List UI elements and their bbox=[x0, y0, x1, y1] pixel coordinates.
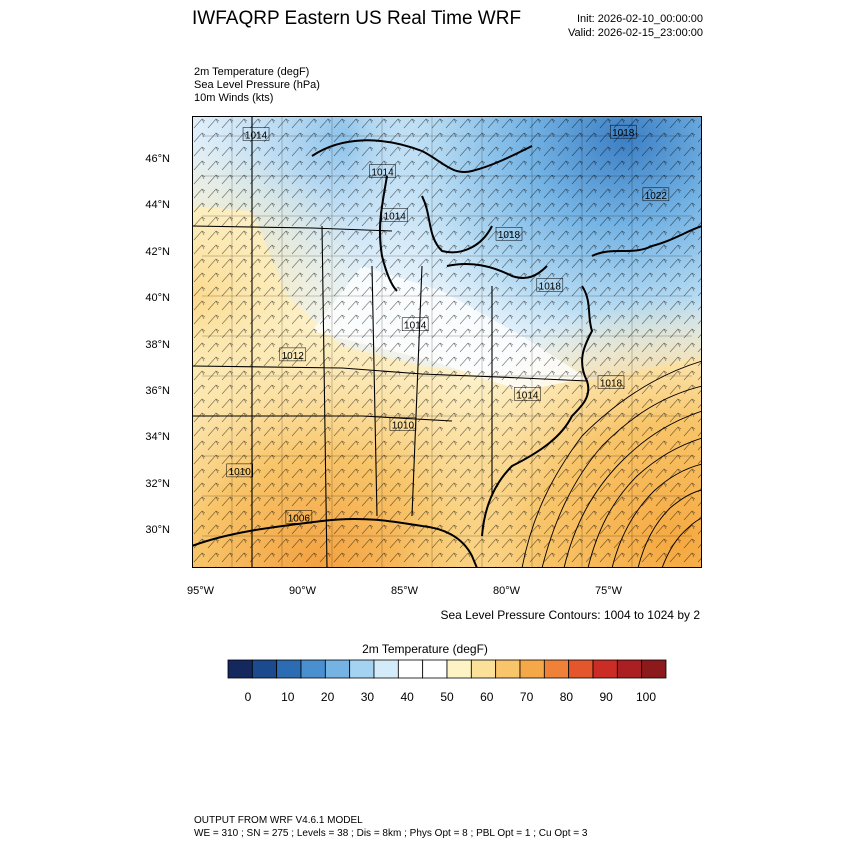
lat-label: 36°N bbox=[145, 385, 170, 397]
pressure-label: 1018 bbox=[536, 278, 564, 292]
lat-label: 40°N bbox=[145, 292, 170, 305]
chart-title: IWFAQRP Eastern US Real Time WRF bbox=[192, 8, 522, 29]
colorbar-swatch bbox=[276, 659, 302, 679]
svg-text:1014: 1014 bbox=[245, 130, 268, 141]
weather-map: 1014 1018 1014 1022 1014 1018 1018 1014 1012 1018… bbox=[191, 116, 703, 569]
map-canvas: 1014 1018 1014 1022 1014 1018 1018 1014 1012 1018… bbox=[191, 116, 703, 569]
pressure-label: 1018 bbox=[609, 124, 637, 139]
colorbar-tick-label: 30 bbox=[360, 690, 375, 704]
colorbar-swatch bbox=[616, 659, 643, 679]
colorbar-tick-label: 90 bbox=[599, 690, 613, 704]
map-border bbox=[192, 116, 702, 568]
svg-text:1006: 1006 bbox=[288, 513, 311, 524]
field-label-temperature: 2m Temperature (degF) bbox=[194, 66, 310, 78]
colorbar-swatch bbox=[495, 659, 521, 679]
pressure-labels: 1014 1018 1014 1022 1014 1018 1018 1014 1012 1018… bbox=[226, 124, 670, 524]
field-label-pressure: Sea Level Pressure (hPa) bbox=[194, 79, 320, 91]
county-borders bbox=[202, 116, 692, 568]
colorbar-tick-label: 50 bbox=[440, 690, 454, 704]
svg-text:1010: 1010 bbox=[229, 467, 252, 478]
contour-note: Sea Level Pressure Contours: 1004 to 102… bbox=[440, 608, 701, 622]
footer-model: OUTPUT FROM WRF V4.6.1 MODEL bbox=[194, 815, 363, 826]
lat-label: 44°N bbox=[145, 199, 170, 212]
colorbar-swatch bbox=[397, 659, 424, 679]
svg-text:1018: 1018 bbox=[498, 230, 521, 241]
colorbar-swatch bbox=[470, 659, 497, 679]
footer-config: WE = 310 ; SN = 275 ; Levels = 38 ; Dis … bbox=[194, 828, 588, 839]
pressure-label: 1014 bbox=[401, 317, 429, 332]
svg-text:1018: 1018 bbox=[600, 379, 623, 390]
colorbar-swatch bbox=[519, 659, 545, 679]
colorbar-swatch bbox=[592, 659, 618, 679]
field-label-winds: 10m Winds (kts) bbox=[194, 92, 274, 104]
lat-label: 46°N bbox=[145, 153, 170, 165]
colorbar-tick-label: 80 bbox=[559, 690, 574, 704]
lat-label: 34°N bbox=[145, 431, 170, 444]
pressure-label: 1014 bbox=[381, 208, 409, 223]
valid-time: Valid: 2026-02-15_23:00:00 bbox=[568, 27, 703, 39]
colorbar-swatch bbox=[251, 659, 278, 679]
lat-label: 30°N bbox=[145, 524, 170, 537]
pressure-label: 1014 bbox=[242, 127, 270, 141]
lat-label: 32°N bbox=[145, 477, 170, 490]
svg-text:1018: 1018 bbox=[539, 281, 562, 292]
pressure-contours bbox=[521, 360, 703, 569]
svg-text:1014: 1014 bbox=[384, 212, 407, 223]
colorbar-swatch bbox=[227, 659, 253, 679]
colorbar-swatch bbox=[373, 659, 399, 679]
colorbar bbox=[227, 659, 667, 679]
lon-label: 95°W bbox=[187, 585, 215, 597]
colorbar-swatch bbox=[568, 659, 594, 679]
colorbar-tick-label: 40 bbox=[400, 690, 414, 704]
pressure-label: 1006 bbox=[285, 510, 313, 524]
colorbar-swatch bbox=[349, 659, 375, 679]
colorbar-tick-label: 0 bbox=[244, 690, 252, 704]
lon-label: 85°W bbox=[391, 585, 419, 597]
colorbar-tick-label: 10 bbox=[281, 690, 295, 704]
lon-label: 80°W bbox=[493, 585, 521, 597]
svg-text:1014: 1014 bbox=[404, 321, 427, 332]
colorbar-tick-label: 100 bbox=[635, 690, 657, 704]
svg-text:1014: 1014 bbox=[371, 168, 394, 179]
svg-text:1012: 1012 bbox=[282, 351, 305, 362]
colorbar-tick-label: 70 bbox=[519, 690, 534, 704]
colorbar-tick-label: 20 bbox=[320, 690, 335, 704]
pressure-label: 1014 bbox=[369, 164, 396, 179]
colorbar-title: 2m Temperature (degF) bbox=[362, 642, 488, 656]
colorbar-swatch bbox=[300, 659, 326, 679]
colorbar-tick-label: 60 bbox=[480, 690, 494, 704]
colorbar-swatch bbox=[422, 659, 448, 679]
colorbar-swatch bbox=[446, 659, 472, 679]
svg-text:1018: 1018 bbox=[612, 128, 635, 139]
pressure-label: 1018 bbox=[495, 226, 523, 241]
lat-label: 42°N bbox=[145, 245, 170, 258]
colorbar-swatch bbox=[641, 659, 667, 679]
lon-label: 75°W bbox=[595, 585, 623, 597]
svg-text:1014: 1014 bbox=[516, 390, 539, 401]
colorbar-swatch bbox=[324, 659, 351, 679]
pressure-label: 1022 bbox=[642, 187, 670, 202]
pressure-label: 1012 bbox=[279, 347, 307, 362]
lon-label: 90°W bbox=[289, 585, 317, 597]
colorbar-swatch bbox=[543, 659, 570, 679]
wind-barbs bbox=[192, 116, 702, 568]
pressure-label: 1010 bbox=[226, 463, 253, 478]
pressure-label: 1018 bbox=[597, 375, 625, 390]
svg-text:1010: 1010 bbox=[392, 420, 415, 431]
svg-text:1022: 1022 bbox=[645, 191, 668, 202]
init-time: Init: 2026-02-10_00:00:00 bbox=[577, 13, 703, 25]
lat-label: 38°N bbox=[145, 338, 170, 351]
pressure-label: 1010 bbox=[389, 417, 417, 431]
pressure-label: 1014 bbox=[514, 387, 541, 401]
